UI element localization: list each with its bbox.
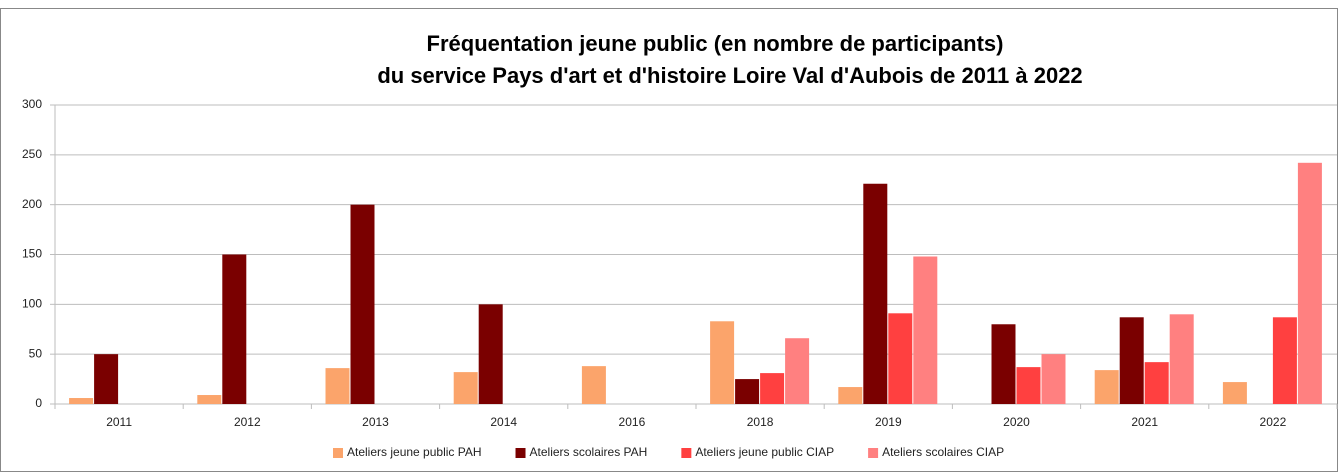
bar xyxy=(991,324,1016,404)
y-tick-label: 250 xyxy=(22,147,42,161)
y-tick-label: 300 xyxy=(22,97,42,111)
x-tick-label: 2014 xyxy=(490,415,517,429)
bar xyxy=(1016,367,1041,404)
legend-label: Ateliers scolaires CIAP xyxy=(882,445,1004,459)
bar xyxy=(913,256,938,404)
x-tick-label: 2022 xyxy=(1260,415,1287,429)
x-tick-label: 2019 xyxy=(875,415,902,429)
bar xyxy=(1169,314,1194,404)
bar xyxy=(1297,162,1322,404)
x-tick-label: 2012 xyxy=(234,415,261,429)
legend-label: Ateliers scolaires PAH xyxy=(530,445,648,459)
bar xyxy=(1144,362,1169,404)
y-tick-label: 0 xyxy=(35,396,42,410)
bar xyxy=(735,379,760,404)
bar xyxy=(838,387,863,404)
bar xyxy=(1094,370,1119,404)
bar xyxy=(94,354,119,404)
bar xyxy=(69,398,94,404)
y-tick-label: 50 xyxy=(29,346,43,360)
bar xyxy=(760,373,785,404)
x-tick-label: 2013 xyxy=(362,415,389,429)
bar xyxy=(785,338,810,404)
chart-title: Fréquentation jeune public (en nombre de… xyxy=(427,31,1004,56)
bar xyxy=(1272,317,1297,404)
x-tick-label: 2021 xyxy=(1131,415,1158,429)
bar xyxy=(197,395,222,404)
bar xyxy=(453,372,478,404)
bar xyxy=(1119,317,1144,404)
legend-swatch xyxy=(868,448,879,458)
bar xyxy=(710,321,735,404)
bar xyxy=(1041,354,1066,404)
bar xyxy=(350,204,375,404)
chart-subtitle: du service Pays d'art et d'histoire Loir… xyxy=(377,63,1082,88)
legend-swatch xyxy=(333,448,343,458)
legend-swatch xyxy=(515,448,526,458)
bar xyxy=(863,183,888,404)
x-tick-label: 2018 xyxy=(747,415,774,429)
legend-swatch xyxy=(681,448,692,458)
y-tick-label: 100 xyxy=(22,297,42,311)
bar xyxy=(325,368,350,404)
y-tick-label: 150 xyxy=(22,247,42,261)
x-tick-label: 2011 xyxy=(106,415,132,429)
bar xyxy=(222,254,247,404)
y-tick-label: 200 xyxy=(22,197,42,211)
bar xyxy=(888,313,913,404)
legend-label: Ateliers jeune public CIAP xyxy=(695,445,834,459)
legend-label: Ateliers jeune public PAH xyxy=(347,445,482,459)
bar xyxy=(1222,382,1247,404)
x-tick-label: 2016 xyxy=(619,415,646,429)
x-tick-label: 2020 xyxy=(1003,415,1030,429)
bar xyxy=(478,304,503,404)
bar xyxy=(581,366,606,404)
